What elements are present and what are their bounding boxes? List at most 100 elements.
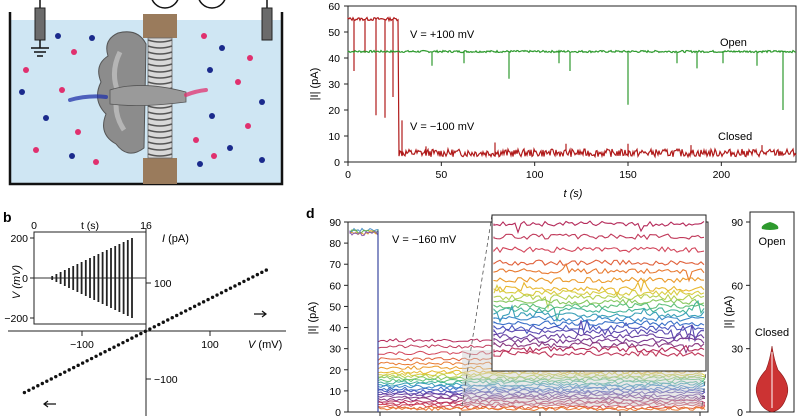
- inset-x-tick-label: 0: [31, 220, 37, 232]
- iv-point: [22, 390, 27, 395]
- cation: [33, 147, 39, 153]
- iv-point: [27, 388, 31, 392]
- closed-state-trace: [377, 378, 706, 383]
- zoom-trace: [493, 315, 705, 323]
- zoom-trace: [493, 333, 705, 340]
- iv-point: [179, 311, 183, 315]
- y-tick-label: 0: [334, 157, 340, 169]
- electrode-left: [34, 7, 46, 41]
- closed-state-trace: [377, 390, 706, 396]
- rod-coil: [147, 81, 173, 85]
- multi-trace-panel: d 0 10 20 30 40 50 60 70 80 90 |I| (pA) V = −160 …: [306, 205, 709, 419]
- zoom-trace: [493, 300, 705, 323]
- iv-point: [201, 300, 206, 304]
- rod-coil: [147, 153, 173, 157]
- anion: [207, 67, 213, 73]
- rod-coil: [147, 69, 173, 73]
- ion-trail-right: [184, 88, 208, 97]
- anion: [197, 161, 203, 167]
- zoom-trace: [493, 350, 705, 358]
- iv-point: [54, 374, 58, 379]
- iv-point: [148, 327, 152, 331]
- schematic-panel: [8, 0, 284, 186]
- y-tick-label: 30: [328, 79, 340, 91]
- anion: [259, 99, 265, 105]
- anion: [69, 153, 75, 159]
- iv-point: [242, 279, 246, 284]
- electrode-right: [261, 7, 273, 41]
- zoom-trace: [493, 277, 705, 297]
- violin-y-tick-label: 60: [731, 280, 743, 292]
- iv-point: [215, 293, 219, 297]
- y-axis-label: |I| (pA): [309, 68, 321, 101]
- iv-point: [63, 370, 67, 374]
- iv-point: [40, 381, 45, 386]
- iv-point: [260, 270, 264, 275]
- iv-point: [80, 361, 85, 365]
- violin-y-tick-label: 30: [731, 344, 743, 356]
- anion: [209, 113, 215, 119]
- zoom-trace: [493, 320, 705, 343]
- arrow-upper-right: [254, 310, 267, 318]
- y-axis-label-d: |I| (pA): [307, 302, 319, 335]
- iv-point: [31, 386, 36, 390]
- iv-point: [67, 368, 71, 372]
- iv-point: [121, 340, 125, 345]
- closed-state-trace: [377, 395, 706, 400]
- violin-label-open: Open: [759, 236, 786, 248]
- violin-open-shape: [761, 222, 779, 230]
- zoom-trace: [493, 220, 705, 234]
- cation: [93, 159, 99, 165]
- iv-point: [103, 350, 107, 354]
- rod-coil: [147, 141, 173, 145]
- cation: [75, 129, 81, 135]
- closed-state-trace: [377, 371, 706, 377]
- y-tick-label: 40: [329, 323, 341, 335]
- zoom-trace: [493, 262, 705, 283]
- rod-coil: [147, 51, 173, 55]
- current-trace-chart: 0 50 100 150 200 0 10 20 30 40 50 60 |I| (pA) t (s)…: [309, 1, 797, 200]
- iv-point: [219, 291, 224, 295]
- y-tick-label: 0: [335, 407, 341, 419]
- iv-point: [36, 384, 40, 388]
- y-tick-label: 90: [329, 217, 341, 229]
- iv-point: [255, 272, 260, 277]
- open-segment-trace: [349, 230, 379, 379]
- annotation-closed-voltage: V = −100 mV: [410, 121, 475, 133]
- rod-coil: [147, 105, 173, 109]
- cation: [71, 49, 77, 55]
- x-tick-label: 0: [345, 169, 351, 181]
- iv-point: [228, 286, 233, 290]
- x-tick-label: 200: [713, 169, 731, 181]
- rod-cap-top: [143, 14, 177, 38]
- closed-state-trace: [377, 384, 706, 389]
- annotation-open-state: Open: [720, 37, 747, 49]
- rod-coil: [147, 57, 173, 61]
- cation: [247, 55, 253, 61]
- zoom-trace: [493, 304, 705, 324]
- open-segment-trace: [349, 227, 379, 341]
- iv-point: [157, 322, 161, 327]
- iv-point: [49, 377, 53, 381]
- zoom-trace: [493, 302, 705, 310]
- iv-point: [166, 318, 170, 322]
- rod-coil: [147, 123, 173, 127]
- zoom-line-left: [461, 214, 493, 407]
- y-tick-label: 10: [328, 131, 340, 143]
- closed-state-trace: [377, 380, 706, 385]
- cation: [193, 137, 199, 143]
- iv-point: [134, 334, 139, 338]
- violin-y-label: |I| (pA): [723, 296, 735, 329]
- y-tick-label: 80: [329, 238, 341, 250]
- ions: [19, 33, 265, 167]
- iv-x-label: V (mV): [248, 339, 282, 351]
- iv-point: [161, 320, 165, 324]
- iv-point: [175, 313, 179, 318]
- iv-point: [130, 336, 134, 340]
- anion: [219, 45, 225, 51]
- y-tick-label: 30: [329, 344, 341, 356]
- iv-panel: b −100 100 100 −100 I (pA) V (mV) t (s) 0 16 2…: [3, 209, 286, 416]
- zoom-trace: [493, 341, 705, 355]
